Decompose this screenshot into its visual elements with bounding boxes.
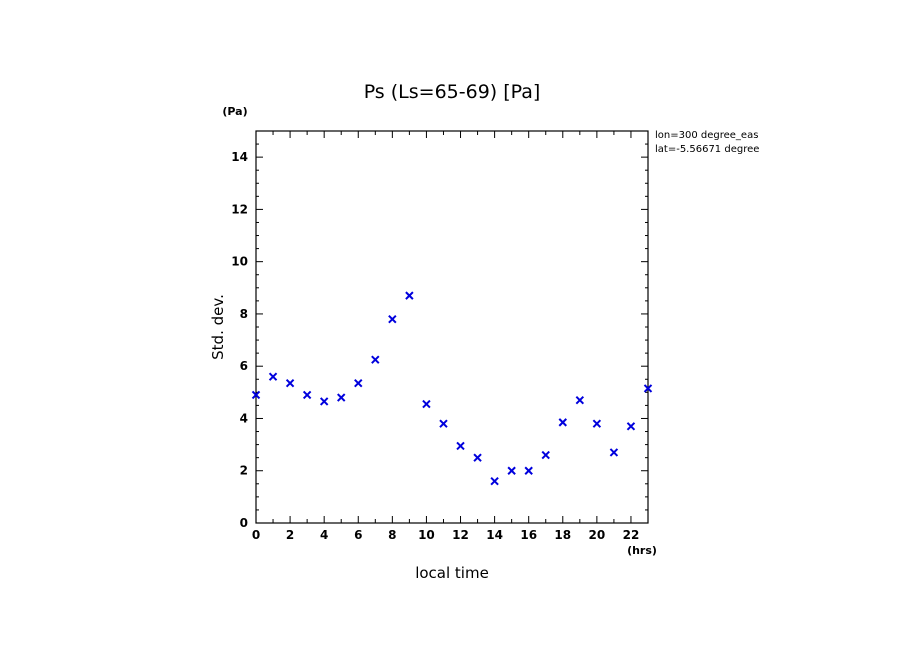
data-point xyxy=(319,397,329,406)
x-tick-label: 10 xyxy=(418,528,435,542)
annotation-lat: lat=-5.56671 degree xyxy=(655,144,759,155)
data-point xyxy=(405,291,414,300)
x-tick-label: 6 xyxy=(354,528,362,542)
y-tick-label: 12 xyxy=(231,202,248,216)
axes-ticks: 0 2 4 6 8 10 12 14 16 18 20 22 0 2 4 6 8 10 12 14 xyxy=(231,130,649,542)
data-point xyxy=(507,466,516,475)
data-point xyxy=(643,384,653,393)
data-point xyxy=(456,441,465,451)
data-point xyxy=(575,395,585,405)
x-unit-label: (hrs) xyxy=(627,544,657,557)
y-tick-label: 10 xyxy=(231,255,248,269)
data-point xyxy=(592,419,602,428)
y-unit-label: (Pa) xyxy=(222,105,247,118)
chart-title: Ps (Ls=65-69) [Pa] xyxy=(364,81,541,103)
data-point xyxy=(626,422,636,431)
y-tick-label: 8 xyxy=(240,307,248,321)
data-point xyxy=(609,448,619,457)
plot-frame xyxy=(255,130,649,524)
y-tick-label: 2 xyxy=(240,464,248,478)
x-tick-label: 0 xyxy=(252,528,260,542)
x-tick-label: 4 xyxy=(320,528,328,542)
x-tick-label: 8 xyxy=(388,528,396,542)
x-tick-label: 16 xyxy=(520,528,537,542)
data-point xyxy=(285,378,295,388)
y-tick-label: 0 xyxy=(240,516,248,530)
data-point xyxy=(422,399,431,409)
data-points xyxy=(251,291,653,486)
annotation-lon: lon=300 degree_eas xyxy=(655,130,758,141)
data-point xyxy=(302,390,312,400)
data-point xyxy=(490,476,499,486)
data-point xyxy=(371,355,380,364)
data-point xyxy=(558,418,567,427)
y-axis-label: Std. dev. xyxy=(209,294,227,360)
x-tick-label: 20 xyxy=(589,528,606,542)
data-point xyxy=(354,378,363,388)
x-axis-label: local time xyxy=(415,564,489,582)
data-point xyxy=(268,372,278,381)
x-tick-label: 18 xyxy=(554,528,571,542)
y-tick-label: 4 xyxy=(240,411,248,425)
x-tick-label: 22 xyxy=(623,528,640,542)
x-tick-label: 14 xyxy=(486,528,503,542)
data-point xyxy=(337,393,346,402)
y-tick-label: 6 xyxy=(240,359,248,373)
x-tick-label: 2 xyxy=(286,528,294,542)
data-point xyxy=(524,466,533,475)
data-point xyxy=(388,314,397,324)
data-point xyxy=(439,419,448,428)
y-tick-label: 14 xyxy=(231,150,248,164)
data-point xyxy=(473,453,482,462)
data-point xyxy=(251,390,261,400)
data-point xyxy=(541,450,550,460)
x-tick-label: 12 xyxy=(452,528,469,542)
